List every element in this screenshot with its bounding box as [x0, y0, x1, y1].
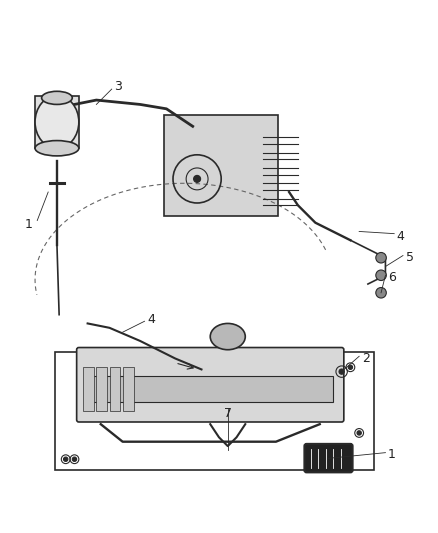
- Bar: [96, 367, 107, 411]
- Bar: [83, 367, 94, 411]
- Ellipse shape: [210, 324, 245, 350]
- Text: 1: 1: [25, 219, 32, 231]
- Bar: [35, 96, 79, 148]
- Ellipse shape: [35, 141, 79, 156]
- Text: 4: 4: [147, 313, 155, 326]
- Text: 7: 7: [224, 407, 232, 419]
- Circle shape: [339, 369, 344, 374]
- Text: 5: 5: [406, 251, 413, 264]
- Circle shape: [64, 457, 68, 462]
- Circle shape: [376, 287, 386, 298]
- Circle shape: [376, 270, 386, 280]
- Bar: [123, 367, 134, 411]
- FancyBboxPatch shape: [164, 115, 278, 216]
- Circle shape: [72, 457, 77, 462]
- Circle shape: [357, 431, 361, 435]
- Bar: [110, 367, 120, 411]
- Text: 4: 4: [397, 230, 405, 243]
- Text: 1: 1: [388, 448, 396, 462]
- FancyBboxPatch shape: [77, 348, 344, 422]
- Circle shape: [194, 175, 201, 182]
- Circle shape: [376, 253, 386, 263]
- Ellipse shape: [42, 91, 72, 104]
- FancyBboxPatch shape: [304, 444, 353, 472]
- Text: 3: 3: [114, 79, 122, 93]
- Text: 6: 6: [388, 271, 396, 284]
- Circle shape: [348, 365, 353, 369]
- Ellipse shape: [35, 96, 79, 148]
- Text: 2: 2: [362, 352, 370, 365]
- Bar: [88, 376, 333, 402]
